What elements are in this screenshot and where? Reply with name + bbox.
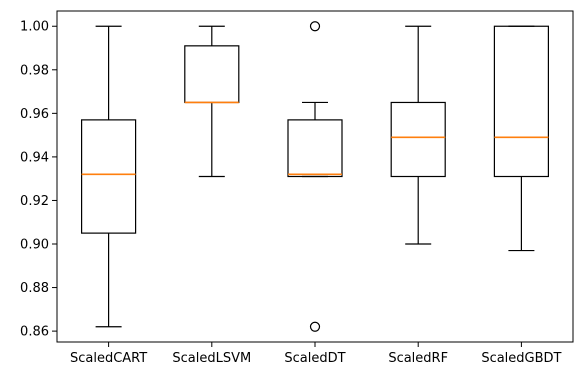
box-body <box>184 45 240 104</box>
x-axis: ScaledCART ScaledLSVM ScaledDT ScaledRF Scal… <box>70 342 562 365</box>
y-tick-label: 1.00 <box>20 20 49 35</box>
box-group <box>80 25 137 328</box>
box-body <box>80 119 137 234</box>
y-tick-label: 0.92 <box>20 194 49 209</box>
plot-area <box>80 21 549 332</box>
y-tick-label: 0.94 <box>20 150 49 165</box>
box-group <box>287 21 343 332</box>
box-group <box>390 25 446 245</box>
y-tick-label: 0.88 <box>20 281 49 296</box>
box-body <box>390 101 446 178</box>
box-body <box>287 119 343 178</box>
box-group <box>184 25 240 178</box>
x-tick-label: ScaledLSVM <box>172 351 251 365</box>
y-axis: 0.86 0.88 0.90 0.92 0.94 0.96 0.98 1.00 <box>20 20 57 340</box>
x-tick-label: ScaledRF <box>388 351 448 365</box>
box-body <box>493 25 549 178</box>
y-tick-label: 0.98 <box>20 63 49 78</box>
x-tick-label: ScaledGBDT <box>481 351 561 365</box>
y-tick-label: 0.90 <box>20 238 49 253</box>
y-tick-label: 0.86 <box>20 325 49 340</box>
box-group <box>493 25 549 252</box>
outlier-point <box>309 21 321 32</box>
outlier-point <box>309 321 321 332</box>
x-tick-label: ScaledCART <box>70 351 147 365</box>
y-tick-label: 0.96 <box>20 107 49 122</box>
x-tick-label: ScaledDT <box>284 351 345 365</box>
